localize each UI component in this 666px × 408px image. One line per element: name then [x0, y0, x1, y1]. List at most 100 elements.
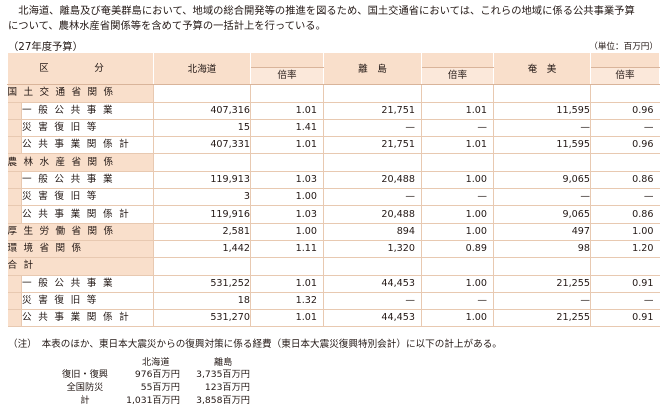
amami-value-cell — [493, 84, 591, 103]
amami-value-cell: 11,595 — [493, 102, 591, 120]
row-label: 災害復旧等 — [21, 292, 154, 311]
hokkaido-ratio-cell: 1.01 — [250, 275, 324, 293]
ritou-ratio-cell: — — [421, 292, 494, 311]
category-label: 国土交通省関係 — [7, 84, 154, 103]
amami-value-cell: 21,255 — [493, 275, 591, 293]
ritou-ratio-cell: 1.01 — [421, 136, 494, 155]
amami-value-cell — [493, 153, 591, 172]
table-row: 災害復旧等 18 1.32— — — — — [7, 292, 660, 311]
intro-paragraph: 北海道、離島及び奄美群島において、地域の総合開発等の推進を図るため、国土交通省に… — [8, 4, 660, 34]
hokkaido-value-cell: 2,581 — [153, 223, 251, 241]
header-amami: 奄 美 — [493, 51, 591, 86]
amami-ratio-cell: — — [590, 188, 660, 207]
amami-value-cell: 11,595 — [493, 136, 591, 155]
footnote-item-ritou: 123百万円 — [204, 382, 250, 393]
ritou-value-cell: 20,488 — [323, 171, 422, 190]
category-label: 環境省関係 — [7, 240, 154, 259]
hokkaido-value-cell: 119,916 — [153, 205, 251, 224]
amami-ratio-cell — [590, 153, 660, 172]
table-row: 一般公共事業 119,913 1.03 20,488 1.00 9,065 0.86 — [7, 171, 660, 190]
amami-value-cell: — — [493, 292, 591, 311]
table-row: 公共事業関係計 119,916 1.03 20,488 1.00 9,065 0.86 — [7, 205, 660, 224]
amami-ratio-cell: 1.00 — [590, 223, 660, 241]
ritou-value-cell: 44,453 — [323, 309, 422, 328]
table-row: 災害復旧等 3 1.00— — — — — [7, 188, 660, 207]
hokkaido-ratio-cell: 1.11 — [250, 240, 324, 259]
hokkaido-value-cell: 3 — [153, 188, 251, 207]
footnote-item-hokkaido: 55百万円 — [140, 382, 180, 393]
ritou-value-cell: 21,751 — [323, 136, 422, 155]
hokkaido-value-cell: 407,316 — [153, 102, 251, 120]
amami-ratio-cell: 0.96 — [590, 136, 660, 155]
footnote-item-hokkaido: 976百万円 — [134, 369, 180, 380]
table-row: 厚生労働省関係 2,581 1.00 894 1.00 497 1.00 — [7, 223, 660, 241]
amami-value-cell — [493, 257, 591, 276]
table-row: 公共事業関係計 407,331 1.01 21,751 1.01 11,595 0.96 — [7, 136, 660, 155]
amami-ratio-cell: 0.96 — [590, 102, 660, 120]
ritou-ratio-cell: 1.00 — [421, 171, 494, 190]
ritou-ratio-cell: 0.89 — [421, 240, 494, 259]
row-label: 一般公共事業 — [21, 102, 154, 120]
row-label: 一般公共事業 — [21, 171, 154, 190]
hokkaido-ratio-cell: 1.01 — [250, 102, 324, 120]
hokkaido-ratio-cell: 1.03 — [250, 205, 324, 224]
hokkaido-value-cell: 531,252 — [153, 275, 251, 293]
category-label: 合計 — [7, 257, 154, 276]
footnote-item-ritou: 3,858百万円 — [196, 395, 250, 406]
ritou-value-cell: — — [323, 292, 422, 311]
hokkaido-ratio-cell: 1.00 — [250, 223, 324, 241]
hokkaido-value-cell: 119,913 — [153, 171, 251, 190]
amami-ratio-cell: — — [590, 292, 660, 311]
budget-table: 区 分 北海道 離 島 奄 美 倍率 倍率 倍率 国土交通省関係 一般公共事業 40… — [7, 51, 660, 328]
amami-value-cell: 497 — [493, 223, 591, 241]
category-label: 農林水産省関係 — [7, 153, 154, 172]
footnote-item-label: 全国防災 — [66, 382, 104, 393]
ritou-ratio-cell: — — [421, 188, 494, 207]
hokkaido-ratio-cell — [250, 257, 324, 276]
header-kubun: 区 分 — [7, 51, 154, 86]
table-row: 一般公共事業 407,316 1.01 21,751 1.01 11,595 0.96 — [7, 102, 660, 120]
footnote: （注） 本表のほか、東日本大震災からの復興対策に係る経費（東日本大震災復興特別会… — [8, 339, 502, 350]
row-label: 災害復旧等 — [21, 188, 154, 207]
ritou-ratio-cell — [421, 84, 494, 103]
ritou-ratio-cell: 1.01 — [421, 102, 494, 120]
hokkaido-value-cell — [153, 153, 251, 172]
footnote-item-hokkaido: 1,031百万円 — [126, 395, 180, 406]
hokkaido-value-cell: 1,442 — [153, 240, 251, 259]
amami-value-cell: 21,255 — [493, 309, 591, 328]
amami-value-cell: 98 — [493, 240, 591, 259]
ritou-value-cell: 894 — [323, 223, 422, 241]
footnote-col-ritou: 離島 — [214, 357, 233, 368]
row-label: 公共事業関係計 — [21, 309, 154, 328]
ritou-ratio-cell — [421, 153, 494, 172]
hokkaido-value-cell — [153, 257, 251, 276]
intro-line-1: 北海道、離島及び奄美群島において、地域の総合開発等の推進を図るため、国土交通省に… — [18, 5, 635, 17]
header-amami-ratio: 倍率 — [590, 66, 660, 86]
ritou-value-cell: 44,453 — [323, 275, 422, 293]
header-hokkaido: 北海道 — [153, 51, 251, 86]
row-label: 公共事業関係計 — [21, 205, 154, 224]
footnote-col-hokkaido: 北海道 — [142, 357, 170, 368]
ritou-value-cell — [323, 84, 422, 103]
ritou-ratio-cell: 1.00 — [421, 309, 494, 328]
table-row: 環境省関係 1,442 1.11 1,320 0.89 98 1.20 — [7, 240, 660, 259]
header-ritou-ratio: 倍率 — [421, 66, 494, 86]
ritou-ratio-cell: — — [421, 119, 494, 138]
fiscal-year-label: （27年度予算） — [8, 41, 83, 53]
hokkaido-value-cell: 15 — [153, 119, 251, 138]
amami-ratio-cell — [590, 84, 660, 103]
ritou-ratio-cell: 1.00 — [421, 275, 494, 293]
intro-line-2: について、農林水産省関係等を含めて予算の一括計上を行っている。 — [8, 20, 326, 32]
hokkaido-ratio-cell — [250, 84, 324, 103]
hokkaido-ratio-cell: 1.03 — [250, 171, 324, 190]
table-row: 国土交通省関係 — [7, 84, 660, 103]
hokkaido-value-cell — [153, 84, 251, 103]
footnote-item-label: 復旧・復興 — [62, 369, 108, 380]
amami-ratio-cell: 0.86 — [590, 205, 660, 224]
table-row: 一般公共事業 531,252 1.01 44,453 1.00 21,255 0.91 — [7, 275, 660, 293]
row-label: 災害復旧等 — [21, 119, 154, 138]
unit-label: （単位：百万円） — [589, 42, 658, 52]
amami-value-cell: 9,065 — [493, 205, 591, 224]
amami-value-cell: — — [493, 119, 591, 138]
footnote-item-ritou: 3,735百万円 — [196, 369, 250, 380]
